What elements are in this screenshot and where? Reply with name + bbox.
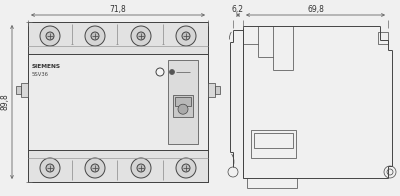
Circle shape: [137, 32, 145, 40]
Circle shape: [384, 166, 396, 178]
Circle shape: [85, 26, 105, 46]
Text: 5SV36: 5SV36: [32, 72, 49, 77]
Circle shape: [46, 32, 54, 40]
Circle shape: [182, 164, 190, 172]
Bar: [254, 133, 293, 148]
Circle shape: [156, 68, 164, 76]
Circle shape: [170, 70, 174, 74]
Bar: [175, 97, 191, 106]
Circle shape: [131, 158, 151, 178]
Text: 89,8: 89,8: [1, 94, 10, 110]
Bar: [16, 86, 21, 94]
Circle shape: [91, 32, 99, 40]
Bar: [251, 130, 296, 158]
Text: 71,8: 71,8: [110, 5, 126, 14]
Text: 6,2: 6,2: [232, 5, 244, 14]
Circle shape: [85, 158, 105, 178]
Circle shape: [40, 158, 60, 178]
Bar: [28, 22, 208, 182]
Bar: [378, 32, 388, 44]
Circle shape: [137, 164, 145, 172]
Bar: [173, 95, 193, 117]
Bar: [28, 54, 208, 150]
Circle shape: [46, 164, 54, 172]
Bar: [28, 22, 208, 54]
Bar: [21, 83, 28, 97]
Circle shape: [131, 26, 151, 46]
Bar: [168, 60, 198, 144]
Circle shape: [178, 104, 188, 114]
Bar: [208, 83, 215, 97]
Circle shape: [40, 26, 60, 46]
Bar: [28, 22, 208, 182]
Circle shape: [182, 32, 190, 40]
Bar: [215, 86, 220, 94]
Text: SIEMENS: SIEMENS: [32, 64, 61, 69]
Circle shape: [176, 26, 196, 46]
Bar: [28, 150, 208, 182]
Circle shape: [91, 164, 99, 172]
Text: 69,8: 69,8: [307, 5, 324, 14]
Circle shape: [176, 158, 196, 178]
